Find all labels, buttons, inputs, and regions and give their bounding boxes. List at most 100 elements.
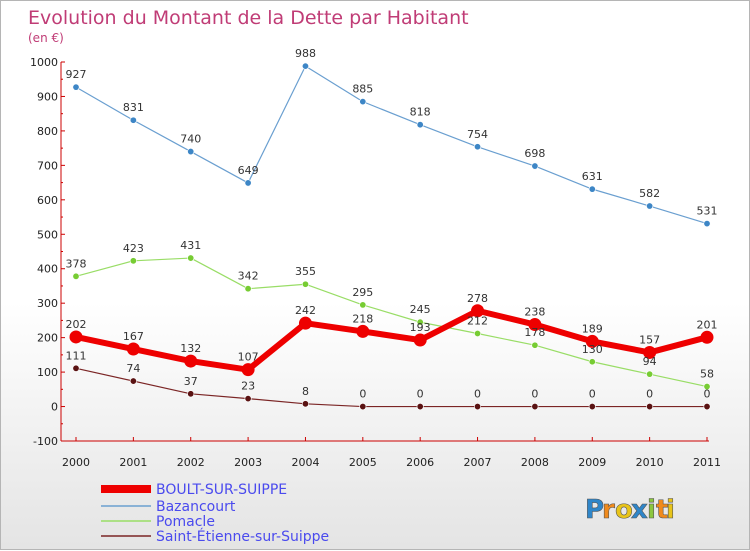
data-label-saint-etienne: 0: [531, 388, 538, 401]
data-label-boult: 189: [582, 322, 603, 335]
logo-letter: i: [647, 495, 656, 525]
data-point-saint-etienne: [531, 403, 539, 411]
data-label-pomacle: 58: [700, 368, 714, 381]
data-point-saint-etienne: [129, 377, 137, 385]
data-point-pomacle: [129, 257, 137, 265]
y-tick-label: 300: [37, 297, 58, 310]
data-label-boult: 167: [123, 330, 144, 343]
data-point-boult: [585, 334, 599, 348]
x-tick-label: 2005: [349, 456, 377, 469]
data-point-bazancourt: [359, 98, 367, 106]
data-point-saint-etienne: [703, 403, 711, 411]
y-tick-label: -100: [33, 435, 58, 448]
data-point-saint-etienne: [416, 403, 424, 411]
data-label-boult: 238: [524, 306, 545, 319]
data-label-saint-etienne: 37: [184, 375, 198, 388]
y-tick-label: 0: [51, 401, 58, 414]
series-line-pomacle: [75, 257, 708, 388]
x-tick-label: 2006: [406, 456, 434, 469]
data-point-boult: [126, 342, 140, 356]
data-label-boult: 242: [295, 304, 316, 317]
series-line-bazancourt: [75, 65, 708, 225]
data-label-boult: 201: [697, 318, 718, 331]
data-label-pomacle: 355: [295, 265, 316, 278]
data-point-pomacle: [359, 301, 367, 309]
data-label-boult: 193: [410, 321, 431, 334]
data-point-saint-etienne: [588, 403, 596, 411]
data-label-pomacle: 342: [238, 270, 259, 283]
data-point-bazancourt: [531, 162, 539, 170]
data-label-boult: 278: [467, 292, 488, 305]
data-label-bazancourt: 698: [524, 147, 545, 160]
data-point-boult: [528, 318, 542, 332]
data-label-boult: 218: [352, 312, 373, 325]
legend-label-pomacle: Pomacle: [156, 514, 215, 530]
data-point-boult: [356, 324, 370, 338]
data-point-pomacle: [588, 358, 596, 366]
y-tick-label: 900: [37, 90, 58, 103]
data-point-bazancourt: [244, 179, 252, 187]
x-tick-label: 2010: [636, 456, 664, 469]
data-label-bazancourt: 885: [352, 83, 373, 96]
data-point-pomacle: [474, 330, 482, 338]
data-label-pomacle: 431: [180, 239, 201, 252]
logo-letter: t: [656, 495, 668, 525]
data-label-saint-etienne: 74: [126, 362, 140, 375]
y-tick-label: 600: [37, 194, 58, 207]
data-point-boult: [471, 304, 485, 318]
y-tick-label: 200: [37, 332, 58, 345]
series-line-boult: [75, 307, 708, 373]
data-point-bazancourt: [646, 202, 654, 210]
data-label-pomacle: 378: [66, 257, 87, 270]
data-point-pomacle: [187, 254, 195, 262]
data-label-bazancourt: 927: [66, 68, 87, 81]
data-point-boult: [413, 333, 427, 347]
legend-label-boult: BOULT-SUR-SUIPPE: [156, 482, 287, 498]
data-point-saint-etienne: [646, 403, 654, 411]
logo-letter: x: [631, 495, 648, 525]
data-label-pomacle: 245: [410, 303, 431, 316]
x-tick-label: 2001: [119, 456, 147, 469]
legend: BOULT-SUR-SUIPPEBazancourtPomacleSaint-É…: [101, 482, 329, 545]
data-label-saint-etienne: 0: [589, 388, 596, 401]
y-tick-label: 1000: [30, 56, 58, 69]
logo-letter: r: [602, 495, 615, 525]
data-point-bazancourt: [703, 220, 711, 228]
data-label-bazancourt: 740: [180, 133, 201, 146]
data-point-boult: [700, 330, 714, 344]
data-point-boult: [643, 345, 657, 359]
data-point-saint-etienne: [187, 390, 195, 398]
y-tick-label: 700: [37, 159, 58, 172]
data-point-boult: [241, 363, 255, 377]
data-label-bazancourt: 531: [697, 205, 718, 218]
data-point-pomacle: [531, 341, 539, 349]
data-label-saint-etienne: 0: [417, 388, 424, 401]
chart-subtitle: (en €): [28, 31, 64, 45]
data-point-pomacle: [703, 383, 711, 391]
data-label-saint-etienne: 8: [302, 385, 309, 398]
data-point-boult: [184, 354, 198, 368]
data-point-bazancourt: [588, 185, 596, 193]
x-tick-label: 2002: [177, 456, 205, 469]
data-point-pomacle: [301, 280, 309, 288]
x-tick-label: 2009: [578, 456, 606, 469]
data-label-pomacle: 423: [123, 242, 144, 255]
data-label-bazancourt: 649: [238, 164, 259, 177]
x-tick-label: 2004: [291, 456, 319, 469]
data-labels: 2021671321072422181932782381891572019278…: [66, 47, 718, 400]
data-label-bazancourt: 754: [467, 128, 488, 141]
data-label-bazancourt: 582: [639, 187, 660, 200]
data-point-bazancourt: [72, 83, 80, 91]
data-label-saint-etienne: 111: [66, 349, 87, 362]
data-point-boult: [298, 316, 312, 330]
data-point-pomacle: [646, 370, 654, 378]
data-point-boult: [69, 330, 83, 344]
logo-letter: P: [585, 495, 604, 525]
series-layer: [69, 62, 714, 411]
data-point-bazancourt: [474, 143, 482, 151]
data-label-pomacle: 130: [582, 343, 603, 356]
chart-title: Evolution du Montant de la Dette par Hab…: [28, 7, 469, 29]
data-label-saint-etienne: 0: [646, 388, 653, 401]
